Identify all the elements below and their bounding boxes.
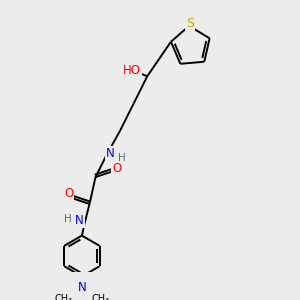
Text: H: H [118,153,126,163]
Text: O: O [64,187,74,200]
Text: HO: HO [123,64,141,77]
Text: N: N [106,147,115,161]
Text: H: H [64,214,72,224]
Text: N: N [75,214,84,227]
Text: CH₃: CH₃ [55,294,73,300]
Text: CH₃: CH₃ [91,294,109,300]
Text: N: N [77,281,86,294]
Text: S: S [186,17,194,30]
Text: O: O [112,162,122,176]
